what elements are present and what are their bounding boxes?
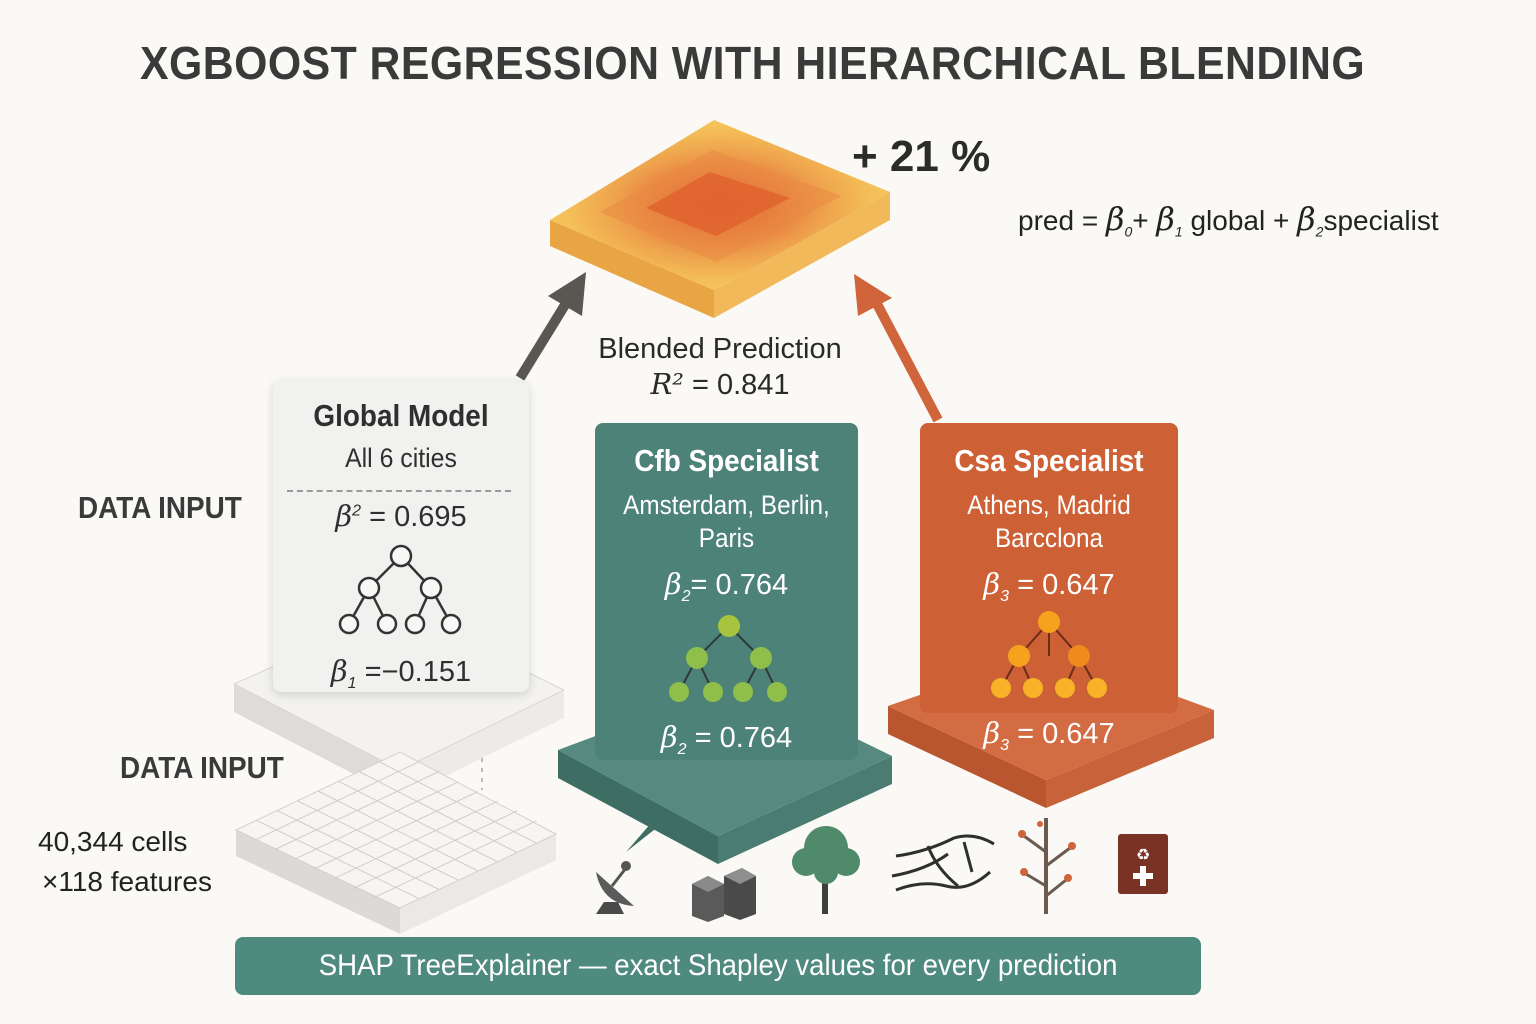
formula-beta2: β xyxy=(1297,200,1316,238)
global-to-blend-arrow xyxy=(515,272,586,381)
satellite-dish-icon xyxy=(596,861,634,914)
svg-text:♻: ♻ xyxy=(1136,845,1150,864)
cfb-tree-icon xyxy=(668,614,787,702)
blended-r2: R² = 0.841 xyxy=(560,367,880,403)
tree-icon xyxy=(792,826,860,914)
formula-beta0: β xyxy=(1105,200,1125,238)
global-tree-icon xyxy=(338,544,462,635)
csa-coef2-value: = 0.647 xyxy=(1017,718,1115,750)
cfb-coef-symbol: β xyxy=(664,567,682,601)
global-coef: β1 =−0.151 xyxy=(273,654,529,693)
data-size-cells: 40,344 cells xyxy=(38,826,188,857)
page-title: XGBOOST REGRESSION WITH HIERARCHICAL BLE… xyxy=(140,37,1366,89)
blended-prediction-title: Blended Prediction xyxy=(598,333,842,365)
formula-plus2: + xyxy=(1273,205,1290,236)
cfb-coef-sub: 2 xyxy=(681,587,691,605)
blend-formula: pred = β0+ β1 global + β2specialist xyxy=(1018,200,1439,240)
csa-coef2-symbol: β xyxy=(983,716,1001,750)
blended-prediction-label: Blended Prediction R² = 0.841 xyxy=(560,332,880,403)
blended-heatmap-block xyxy=(550,120,890,318)
formula-beta1: β xyxy=(1156,200,1175,238)
blended-r2-symbol: R² xyxy=(650,366,684,401)
buildings-icon xyxy=(692,868,756,922)
cfb-coef2-sub: 2 xyxy=(677,740,687,758)
cfb-specialist-card: Cfb Specialist Amsterdam, Berlin, Paris … xyxy=(595,423,858,760)
formula-sub0: 0 xyxy=(1124,223,1133,240)
csa-cities-line1: Athens, Madrid xyxy=(967,490,1131,520)
cfb-coef2-symbol: β xyxy=(660,719,678,754)
formula-equals: = xyxy=(1081,205,1099,236)
data-size-label: 40,344 cells ×118 features xyxy=(38,822,212,902)
csa-coef-value: = 0.647 xyxy=(1017,569,1115,601)
global-coef-symbol: β xyxy=(330,654,348,688)
csa-to-blend-arrow xyxy=(854,274,943,423)
blended-r2-value: = 0.841 xyxy=(691,368,790,401)
csa-coef-symbol: β xyxy=(983,567,1001,601)
global-r2: β2 = 0.695 xyxy=(273,499,529,534)
data-size-features: ×118 features xyxy=(42,866,212,897)
cfb-cities-line2: Paris xyxy=(698,523,755,553)
formula-plus1: + xyxy=(1132,205,1149,236)
global-coef-value: =−0.151 xyxy=(364,656,472,688)
cfb-title: Cfb Specialist xyxy=(634,443,819,478)
global-model-title: Global Model xyxy=(313,398,489,433)
csa-coef-repeat: β3 = 0.647 xyxy=(920,716,1178,755)
global-model-card: Global Model All 6 cities β2 = 0.695 β1 … xyxy=(273,380,529,692)
csa-coef: β3 = 0.647 xyxy=(920,567,1178,606)
data-input-label-top: DATA INPUT xyxy=(78,490,242,525)
csa-coef2-sub: 3 xyxy=(1000,736,1010,754)
road-network-icon xyxy=(891,834,995,892)
formula-pred: pred xyxy=(1018,205,1075,236)
global-r2-symbol: β xyxy=(335,499,353,533)
global-r2-value: = 0.695 xyxy=(369,501,467,533)
global-model-subtitle: All 6 cities xyxy=(345,443,457,473)
cfb-cities-line1: Amsterdam, Berlin, xyxy=(623,490,830,520)
shap-banner: SHAP TreeExplainer — exact Shapley value… xyxy=(235,937,1201,995)
csa-tree-icon xyxy=(991,610,1107,698)
global-divider xyxy=(287,490,511,492)
formula-term-specialist: specialist xyxy=(1323,205,1439,236)
data-input-grid xyxy=(234,751,558,934)
recycle-bin-icon: ♻ xyxy=(1118,834,1168,894)
global-r2-sup: 2 xyxy=(352,502,362,520)
formula-sub2: 2 xyxy=(1315,223,1324,240)
csa-title: Csa Specialist xyxy=(954,443,1144,478)
cfb-coef: β2= 0.764 xyxy=(595,567,858,606)
cfb-coef-value: = 0.764 xyxy=(690,569,789,601)
cfb-coef-repeat: β2 = 0.764 xyxy=(595,720,858,759)
data-input-label-bottom: DATA INPUT xyxy=(120,750,284,785)
formula-term-global: global xyxy=(1190,205,1266,236)
bare-tree-icon xyxy=(1018,818,1076,914)
csa-specialist-card: Csa Specialist Athens, Madrid Barcclona … xyxy=(920,423,1178,713)
shap-banner-text: SHAP TreeExplainer — exact Shapley value… xyxy=(318,949,1118,982)
cfb-coef2-value: = 0.764 xyxy=(694,721,793,754)
csa-cities-line2: Barcclona xyxy=(994,523,1104,553)
formula-sub1: 1 xyxy=(1174,223,1183,240)
improvement-label: + 21 % xyxy=(852,132,991,181)
csa-coef-sub: 3 xyxy=(1000,587,1010,605)
global-coef-sub: 1 xyxy=(347,674,357,692)
